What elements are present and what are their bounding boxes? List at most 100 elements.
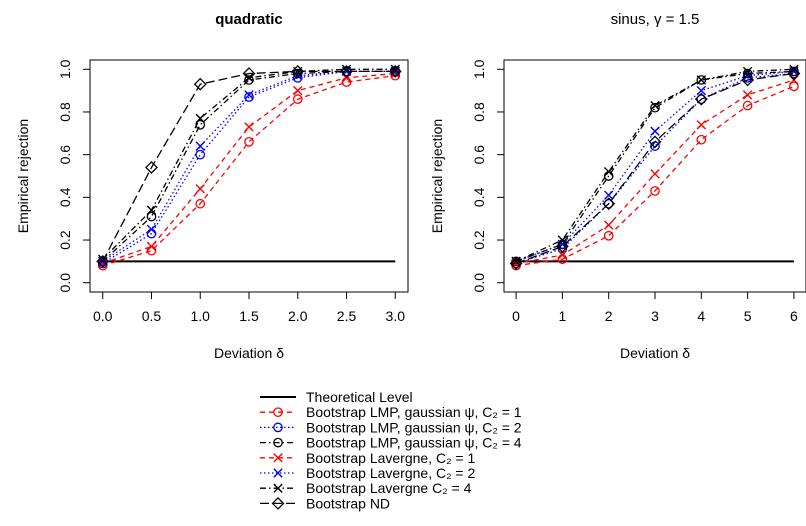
series-line-lmp2 [515,72,794,265]
x-tick-label: 1 [558,308,566,324]
x-tick-label: 4 [697,308,705,324]
series-line-lav2 [515,70,794,263]
data-point-nd [145,161,158,174]
legend-label: Bootstrap ND [306,495,390,511]
legend-marker-diamond [271,496,285,510]
y-tick-label: 0.4 [471,187,487,207]
legend-marker-circle [273,422,283,433]
data-point-lmp1 [244,136,254,147]
data-point-lav4 [195,113,205,124]
x-tick-label: 0.5 [142,308,162,324]
x-axis-label: Deviation δ [620,345,690,361]
data-point-lav2 [244,90,254,100]
y-tick-label: 1.0 [57,59,73,79]
chart-title: sinus, γ = 1.5 [611,11,700,28]
series-lmp2 [511,68,799,269]
y-axis: 0.0 0.2 0.4 0.6 0.8 1.0 Empirical rejection [429,59,505,293]
series-lav1 [511,75,799,269]
data-point-lmp1 [696,134,707,145]
x-tick-label: 1.5 [239,308,259,324]
data-point-lav1 [244,122,254,132]
y-tick-label: 1.0 [471,59,487,79]
legend-item-lav2: Bootstrap Lavergne, C₂ = 2 [260,465,475,481]
legend-label: Bootstrap LMP, gaussian ψ, C₂ = 4 [306,435,522,451]
series-nd [509,67,801,270]
y-tick-label: 0.2 [57,230,73,250]
series-lmp4 [511,66,799,267]
data-point-nd [388,64,402,78]
data-point-nd [193,77,207,91]
series-lmp1 [511,81,799,271]
data-point-lav1 [98,258,108,269]
legend-item-nd: Bootstrap ND [260,495,390,511]
y-tick-label: 0.2 [471,230,487,250]
data-point-lmp1 [603,230,614,241]
data-point-lav2 [293,70,303,81]
data-point-lav1 [557,250,568,260]
data-point-nd [602,197,616,211]
data-point-lav1 [696,120,707,130]
legend-label: Bootstrap Lavergne, C₂ = 2 [306,465,475,481]
data-point-lav1 [146,241,157,252]
x-tick-label: 2.0 [288,308,308,324]
x-tick-label: 2 [605,308,613,324]
y-tick-label: 0.4 [57,187,73,207]
data-point-lav2 [195,141,205,151]
series-line-nd [515,72,794,265]
data-point-nd [340,64,353,78]
data-point-lav4 [603,167,614,177]
legend-label: Bootstrap Lavergne C₂ = 4 [306,480,472,496]
legend-marker-cross [273,468,283,478]
data-point-nd [242,67,256,80]
data-point-lav1 [650,169,660,179]
data-point-nd [787,67,801,80]
series-line-lmp4 [515,70,794,263]
x-axis: 0 1 2 3 4 5 6 Deviation δ [512,291,798,361]
legend-item-lav1: Bootstrap Lavergne, C₂ = 1 [260,450,475,466]
x-tick-label: 6 [790,308,798,324]
data-point-lmp4 [244,75,254,85]
data-point-lmp4 [650,102,660,113]
data-point-lmp1 [650,186,660,196]
series-line-lmp1 [516,85,795,267]
data-point-lmp4 [696,75,707,85]
series-line-lmp2 [102,70,396,265]
x-tick-label: 0 [512,308,520,324]
y-tick-label: 0.0 [471,273,487,293]
plot-frame [503,59,806,293]
data-point-lav2 [650,126,660,136]
data-point-lav4 [650,100,660,111]
y-tick-label: 0.6 [471,145,487,165]
y-axis-label: Empirical rejection [15,119,31,233]
data-point-lav2 [603,190,614,200]
y-tick-label: 0.6 [57,145,73,165]
data-point-lav2 [146,224,157,235]
series-lav2 [98,66,400,267]
data-point-nd [96,254,110,268]
data-point-lav4 [511,256,521,267]
series-lmp2 [97,66,401,269]
data-point-lav1 [195,184,205,194]
x-tick-label: 2.5 [337,308,357,324]
legend-marker-cross [273,453,283,463]
chart-panel-quadratic: quadratic 0.0 0.5 1.0 1.5 2.0 2.5 3.0 Deviation … [15,11,409,361]
legend-label: Bootstrap Lavergne, C₂ = 1 [306,450,475,466]
data-point-lmp1 [292,94,303,105]
data-point-lmp1 [195,198,206,209]
data-point-lmp1 [742,100,753,111]
legend-marker-cross [273,483,283,493]
series-nd [96,64,402,268]
series-line-nd [102,70,396,262]
data-point-lmp4 [742,68,753,79]
data-point-lav4 [696,75,707,85]
legend-label: Bootstrap LMP, gaussian ψ, C₂ = 2 [306,419,522,435]
data-point-lav4 [146,205,157,215]
chart-title: quadratic [215,11,283,28]
series-line-lmp1 [102,75,396,267]
series-lav4 [511,64,799,267]
data-point-lav4 [244,73,254,83]
data-point-lav2 [742,70,753,81]
